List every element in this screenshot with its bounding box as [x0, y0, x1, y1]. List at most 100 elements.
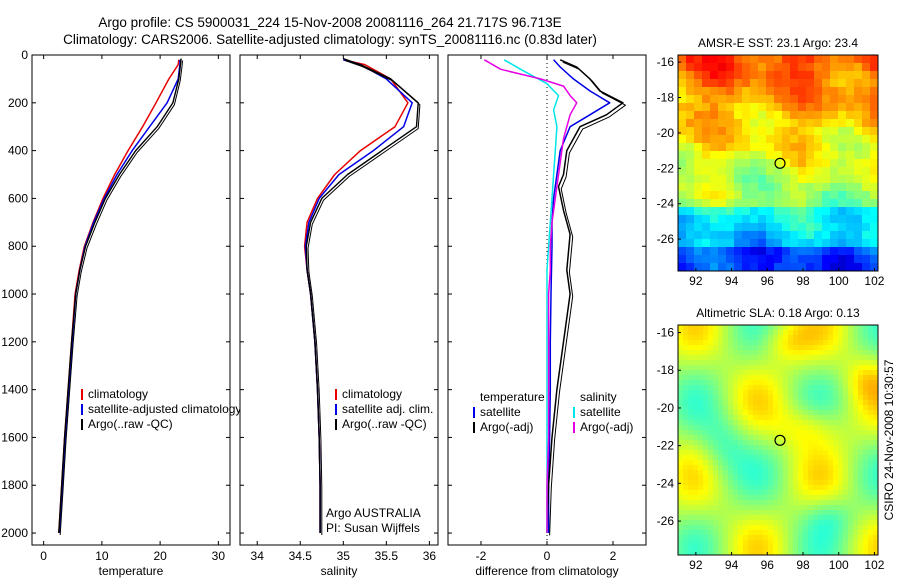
heatmap-cell [768, 510, 774, 516]
heatmap-cell [868, 345, 874, 351]
heatmap-cell [833, 540, 839, 546]
heatmap-cell [863, 540, 869, 546]
heatmap-cell [863, 465, 869, 471]
heatmap-cell [853, 425, 859, 431]
heatmap-cell [838, 247, 847, 256]
heatmap-cell [678, 470, 684, 476]
heatmap-cell [763, 440, 769, 446]
heatmap-cell [823, 440, 829, 446]
heatmap-cell [698, 445, 704, 451]
heatmap-cell [846, 183, 855, 192]
heatmap-cell [806, 95, 815, 104]
heatmap-cell [798, 199, 807, 208]
heatmap-cell [853, 475, 859, 481]
heatmap-cell [783, 410, 789, 416]
heatmap-cell [798, 490, 804, 496]
heatmap-cell [693, 510, 699, 516]
heatmap-cell [858, 405, 864, 411]
heatmap-cell [713, 455, 719, 461]
heatmap-cell [733, 545, 739, 551]
heatmap-cell [698, 435, 704, 441]
heatmap-cell [823, 535, 829, 541]
heatmap-cell [753, 450, 759, 456]
heatmap-cell [698, 465, 704, 471]
heatmap-cell [723, 370, 729, 376]
heatmap-cell [778, 520, 784, 526]
heatmap-cell [763, 400, 769, 406]
heatmap-cell [823, 490, 829, 496]
heatmap-cell [814, 215, 823, 224]
heatmap-cell [830, 183, 839, 192]
heatmap-cell [870, 103, 879, 112]
heatmap-cell [708, 450, 714, 456]
heatmap-cell [848, 365, 854, 371]
heatmap-cell [693, 545, 699, 551]
heatmap-cell [870, 119, 879, 128]
heatmap-cell [823, 340, 829, 346]
heatmap-cell [868, 440, 874, 446]
heatmap-cell [788, 390, 794, 396]
heatmap-cell [828, 350, 834, 356]
sst-lat-tick-label: -16 [657, 55, 675, 69]
heatmap-cell [683, 365, 689, 371]
heatmap-cell [868, 540, 874, 546]
heatmap-cell [818, 465, 824, 471]
heatmap-cell [803, 495, 809, 501]
heatmap-cell [688, 500, 694, 506]
heatmap-cell [718, 520, 724, 526]
heatmap-cell [818, 505, 824, 511]
heatmap-cell [848, 525, 854, 531]
heatmap-cell [823, 515, 829, 521]
heatmap-cell [846, 191, 855, 200]
heatmap-cell [678, 79, 687, 88]
heatmap-cell [743, 355, 749, 361]
heatmap-cell [703, 365, 709, 371]
heatmap-cell [733, 375, 739, 381]
heatmap-cell [753, 445, 759, 451]
heatmap-cell [748, 350, 754, 356]
heatmap-cell [708, 395, 714, 401]
heatmap-cell [828, 400, 834, 406]
heatmap-cell [758, 191, 767, 200]
heatmap-cell [868, 380, 874, 386]
heatmap-cell [814, 127, 823, 136]
heatmap-cell [838, 365, 844, 371]
heatmap-cell [854, 79, 863, 88]
heatmap-cell [694, 135, 703, 144]
heatmap-cell [713, 435, 719, 441]
heatmap-cell [838, 520, 844, 526]
heatmap-cell [798, 87, 807, 96]
heatmap-cell [793, 365, 799, 371]
heatmap-cell [862, 95, 871, 104]
heatmap-cell [833, 365, 839, 371]
heatmap-cell [808, 525, 814, 531]
heatmap-cell [678, 335, 684, 341]
heatmap-cell [782, 119, 791, 128]
heatmap-cell [694, 255, 703, 264]
heatmap-cell [678, 460, 684, 466]
heatmap-cell [763, 350, 769, 356]
heatmap-cell [813, 370, 819, 376]
heatmap-cell [830, 191, 839, 200]
heatmap-cell [788, 350, 794, 356]
heatmap-cell [718, 360, 724, 366]
heatmap-cell [728, 460, 734, 466]
difference-xtick-label: 0 [544, 549, 551, 563]
heatmap-cell [782, 239, 791, 248]
heatmap-cell [718, 355, 724, 361]
heatmap-cell [788, 395, 794, 401]
heatmap-cell [710, 79, 719, 88]
heatmap-cell [718, 400, 724, 406]
heatmap-cell [818, 350, 824, 356]
heatmap-cell [713, 460, 719, 466]
heatmap-cell [862, 199, 871, 208]
heatmap-cell [822, 199, 831, 208]
heatmap-cell [743, 460, 749, 466]
heatmap-cell [843, 335, 849, 341]
heatmap-cell [693, 405, 699, 411]
heatmap-cell [750, 135, 759, 144]
heatmap-cell [823, 505, 829, 511]
heatmap-cell [738, 405, 744, 411]
heatmap-cell [823, 465, 829, 471]
heatmap-cell [823, 385, 829, 391]
